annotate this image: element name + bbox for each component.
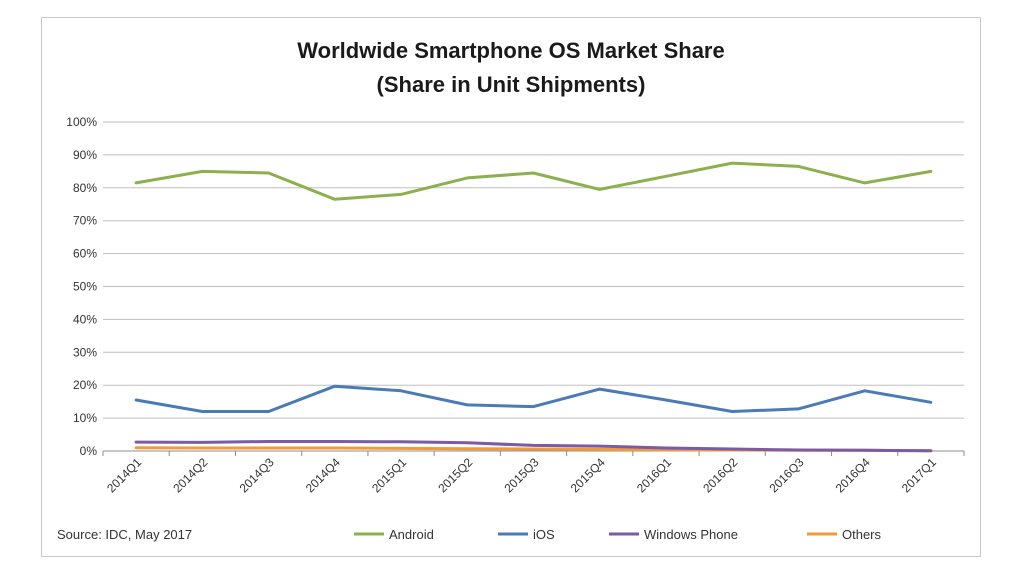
y-tick-label: 40% (73, 312, 97, 326)
series-line-windows-phone (134, 440, 933, 453)
y-tick-label: 80% (73, 181, 97, 195)
x-tick-label: 2017Q1 (899, 455, 939, 495)
x-tick-label: 2016Q4 (833, 455, 873, 495)
x-tick-label: 2014Q3 (237, 455, 277, 495)
x-tick-label: 2015Q4 (568, 455, 608, 495)
legend-label-ios: iOS (533, 527, 555, 542)
y-tick-label: 50% (73, 280, 97, 294)
series-line-android (134, 161, 933, 201)
legend-label-android: Android (389, 527, 434, 542)
x-tick-label: 2015Q2 (435, 455, 475, 495)
x-tick-label: 2016Q1 (634, 455, 674, 495)
legend-label-windows-phone: Windows Phone (644, 527, 738, 542)
legend: Android iOS Windows Phone Others (354, 527, 882, 542)
y-tick-label: 60% (73, 247, 97, 261)
chart-svg: Worldwide Smartphone OS Market Share (Sh… (57, 38, 965, 542)
x-tick-label: 2014Q1 (104, 455, 144, 495)
y-tick-label: 90% (73, 148, 97, 162)
x-tick-label: 2015Q1 (369, 455, 409, 495)
y-tick-label: 70% (73, 214, 97, 228)
chart-subtitle: (Share in Unit Shipments) (377, 72, 646, 97)
x-tick-labels: 2014Q1 2014Q2 2014Q3 2014Q4 2015Q1 2015Q2 2015… (104, 455, 939, 495)
chart-frame: Worldwide Smartphone OS Market Share (Sh… (41, 17, 981, 557)
x-tick-label: 2014Q2 (170, 455, 210, 495)
legend-label-others: Others (842, 527, 882, 542)
x-tick-label: 2016Q2 (700, 455, 740, 495)
source-note: Source: IDC, May 2017 (57, 527, 192, 542)
y-tick-label: 0% (80, 444, 98, 458)
grid-layer (102, 121, 965, 456)
y-tick-labels: 0% 10% 20% 30% 40% 50% 60% 70% 80% 90% 100% (66, 115, 97, 458)
y-tick-label: 10% (73, 411, 97, 425)
y-tick-label: 100% (66, 115, 97, 129)
x-tick-label: 2016Q3 (766, 455, 806, 495)
x-tick-label: 2014Q4 (303, 455, 343, 495)
chart-title: Worldwide Smartphone OS Market Share (297, 38, 724, 63)
y-tick-label: 20% (73, 378, 97, 392)
x-tick-label: 2015Q3 (502, 455, 542, 495)
y-tick-label: 30% (73, 345, 97, 359)
series-line-ios (134, 384, 933, 413)
series-layer (134, 161, 933, 453)
